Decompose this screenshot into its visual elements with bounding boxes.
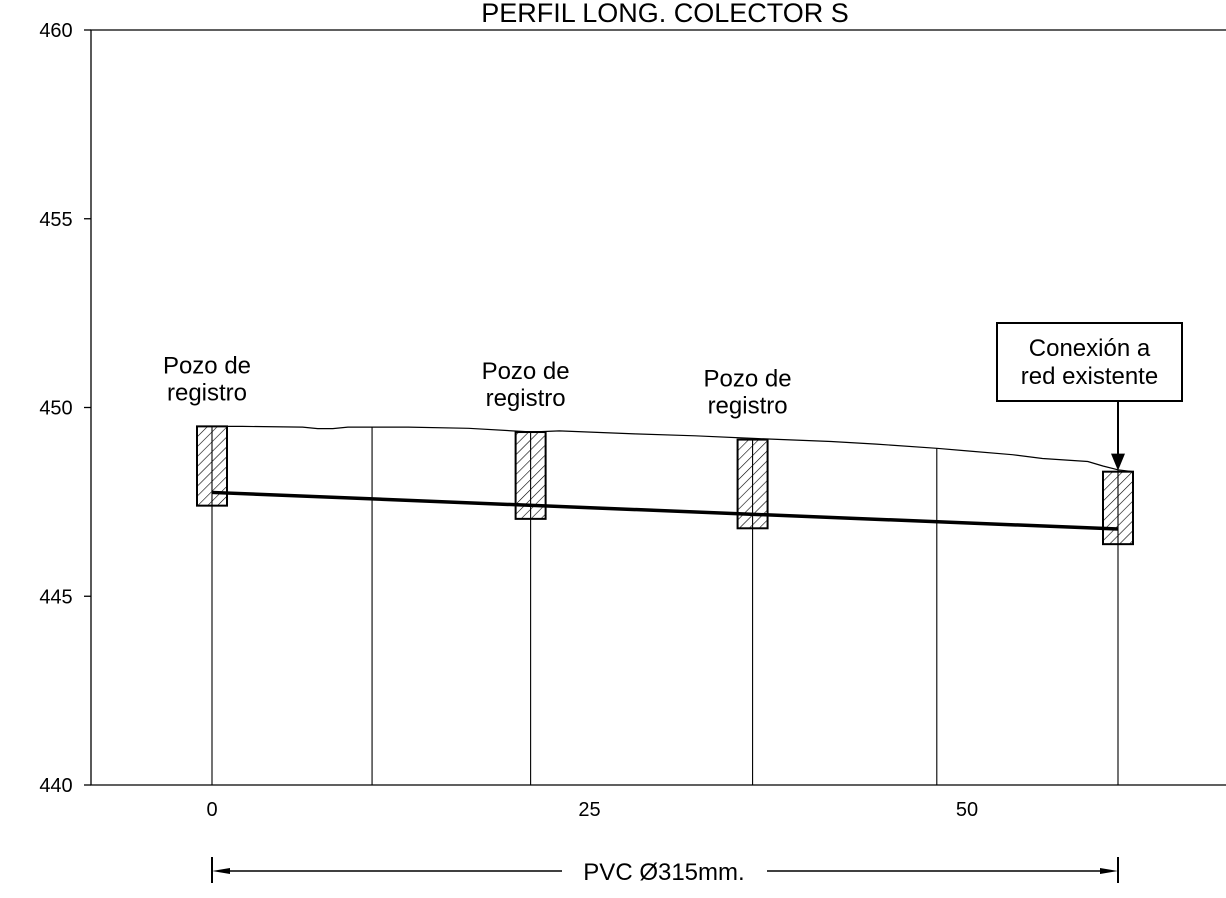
x-tick-label: 25 [578,799,600,821]
y-tick-label: 460 [39,20,72,42]
manhole [197,426,227,505]
y-tick-label: 440 [39,775,72,797]
pipe-segment [212,492,1118,529]
manholes [197,426,1133,544]
dimension-label: PVC Ø315mm. [583,859,744,886]
x-tick-label: 50 [956,799,978,821]
chart-title: PERFIL LONG. COLECTOR S [481,0,849,28]
manhole-label: registro [167,379,247,406]
pipe-line [212,492,1118,529]
x-axis: 0 25 50 [206,799,978,821]
x-tick-label: 0 [206,799,217,821]
manhole-label: Pozo de [704,366,792,393]
y-tick-label: 455 [39,209,72,231]
dimension-arrow-left [212,868,230,874]
manhole-label: Pozo de [163,352,251,379]
y-axis: 440 445 450 455 460 [39,20,91,797]
plot-frame [91,30,1226,785]
ground-line [197,426,1133,471]
manhole [1103,472,1133,544]
dimension-line: PVC Ø315mm. [212,857,1118,886]
connection-label: Conexión a [1029,335,1151,362]
manhole [516,432,546,519]
manhole-label: Pozo de [482,358,570,385]
manhole-label: registro [708,393,788,420]
manhole [738,440,768,529]
dimension-arrow-right [1100,868,1118,874]
manhole-label: registro [486,385,566,412]
plot-border [91,30,1226,785]
y-tick-label: 450 [39,398,72,420]
y-tick-label: 445 [39,586,72,608]
ground-profile [197,426,1133,471]
station-lines [212,426,1118,785]
connection-label: red existente [1021,363,1158,390]
